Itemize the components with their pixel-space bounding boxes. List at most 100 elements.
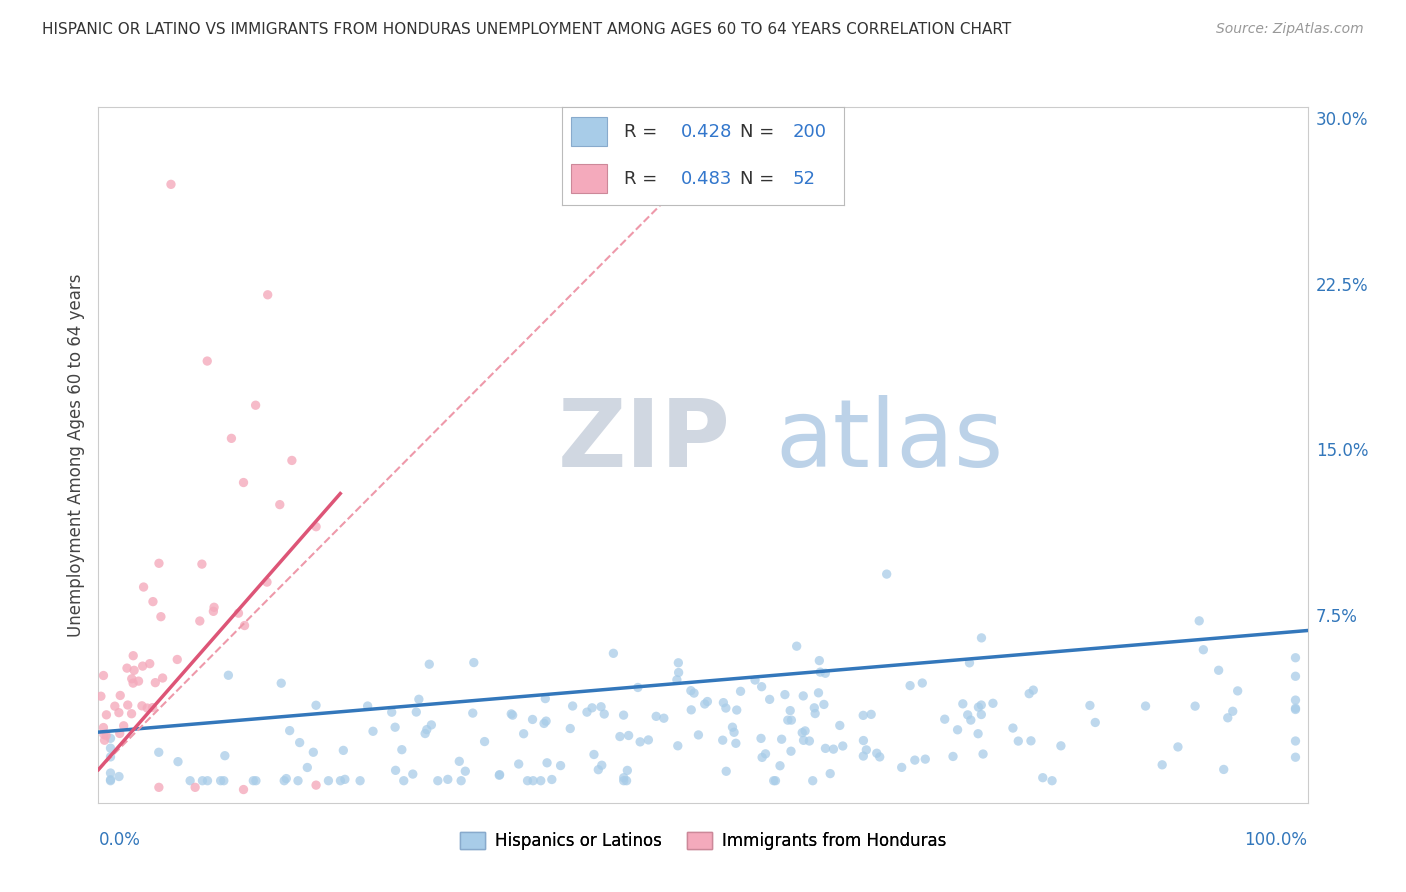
Point (723, 725, 745, 739)
Point (769, 758, 792, 772)
Point (420, 718, 443, 732)
Text: 0.0%: 0.0% (98, 830, 141, 848)
Point (758, 692, 780, 706)
Point (831, 739, 853, 753)
Point (959, 713, 981, 727)
Point (852, 749, 875, 764)
Point (967, 700, 990, 714)
Legend: Hispanics or Latinos, Immigrants from Honduras: Hispanics or Latinos, Immigrants from Ho… (453, 826, 953, 857)
Point (770, 732, 793, 747)
Point (852, 733, 875, 747)
Point (437, 772, 460, 787)
Point (688, 728, 710, 742)
Point (418, 657, 440, 672)
Point (112, 719, 135, 733)
Point (652, 711, 675, 725)
Point (668, 665, 690, 680)
Point (637, 733, 659, 747)
Point (869, 750, 891, 764)
Point (100, 766, 122, 780)
Point (302, 745, 325, 759)
Point (762, 773, 785, 788)
Point (108, 706, 131, 720)
Point (488, 768, 510, 782)
Point (645, 709, 668, 723)
Point (214, 748, 236, 763)
Point (501, 706, 523, 721)
Point (536, 756, 558, 770)
Point (228, 606, 250, 620)
Point (166, 652, 188, 666)
Point (139, 657, 162, 671)
Point (381, 705, 404, 719)
Point (793, 733, 815, 747)
Point (749, 731, 772, 746)
Point (1192, 642, 1215, 657)
Point (1284, 750, 1306, 764)
Point (160, 178, 183, 192)
Point (665, 673, 688, 687)
Point (522, 773, 544, 788)
Point (115, 661, 138, 675)
Point (142, 594, 165, 608)
Point (890, 760, 912, 774)
Point (269, 498, 291, 512)
Point (779, 704, 801, 718)
Point (305, 519, 328, 533)
Point (602, 646, 624, 660)
Point (628, 735, 651, 749)
Point (540, 772, 562, 787)
Point (794, 723, 817, 738)
Point (934, 712, 956, 726)
Point (828, 718, 851, 732)
Point (744, 673, 766, 687)
Point (100, 741, 122, 756)
Point (405, 705, 427, 719)
Point (942, 749, 965, 764)
Point (1284, 650, 1306, 665)
Point (278, 723, 301, 738)
Point (152, 671, 174, 685)
Point (167, 755, 190, 769)
Point (613, 773, 636, 788)
Point (212, 773, 235, 788)
Point (93, 721, 115, 735)
Point (270, 676, 292, 690)
Point (807, 686, 830, 700)
Point (461, 706, 484, 720)
Point (534, 714, 557, 728)
Point (122, 648, 145, 663)
Point (581, 701, 603, 715)
Point (751, 680, 773, 694)
Point (716, 764, 738, 779)
Point (693, 697, 716, 711)
Point (232, 475, 254, 490)
Point (361, 724, 384, 739)
Point (142, 700, 165, 714)
Text: ZIP: ZIP (558, 395, 731, 487)
Point (1050, 739, 1073, 753)
Point (914, 752, 936, 766)
Point (128, 674, 150, 689)
Point (195, 354, 218, 368)
Point (287, 773, 309, 788)
Point (814, 741, 837, 756)
Text: 0.428: 0.428 (681, 122, 733, 141)
Point (197, 773, 219, 788)
Point (148, 557, 170, 571)
Point (550, 758, 572, 772)
Point (1184, 699, 1206, 714)
Point (96, 707, 118, 722)
Point (122, 663, 145, 677)
Point (1284, 669, 1306, 683)
Point (1152, 757, 1174, 772)
Point (117, 698, 139, 712)
Point (967, 727, 990, 741)
Point (561, 698, 583, 713)
Point (332, 743, 354, 757)
Point (1284, 702, 1306, 716)
Point (593, 706, 616, 721)
Point (242, 773, 264, 788)
Point (911, 676, 934, 690)
Point (179, 773, 201, 788)
